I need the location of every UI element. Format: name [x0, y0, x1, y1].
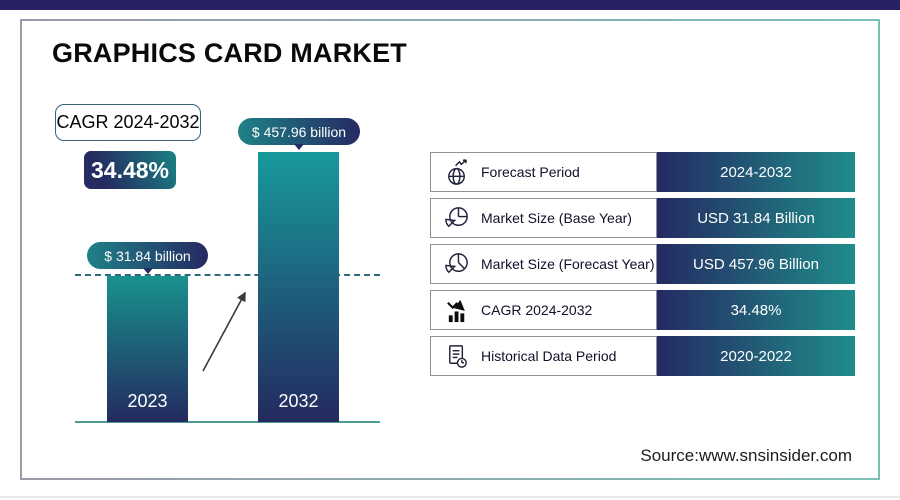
bar-value-label-2032: $ 457.96 billion: [251, 123, 347, 140]
row-label: Market Size (Forecast Year): [481, 256, 655, 272]
bar-2032: 2032: [258, 152, 339, 422]
row-value: 34.48%: [730, 301, 782, 319]
pie-chart-icon: [443, 204, 471, 232]
table-row: CAGR 2024-2032 34.48%: [430, 290, 855, 330]
bar-category-label-2023: 2023: [127, 391, 168, 411]
bar-2023: 2023: [107, 276, 188, 422]
table-label-cell: CAGR 2024-2032: [430, 290, 657, 330]
table-value-cell: 2024-2032: [657, 152, 855, 192]
market-summary-table: Forecast Period 2024-2032 Market Size (B…: [430, 152, 855, 376]
table-value-cell: 2020-2022: [657, 336, 855, 376]
table-value-cell: USD 457.96 Billion: [657, 244, 855, 284]
table-label-cell: Market Size (Forecast Year): [430, 244, 657, 284]
globe-trend-icon: [443, 158, 471, 186]
table-row: Market Size (Base Year) USD 31.84 Billio…: [430, 198, 855, 238]
row-label: CAGR 2024-2032: [481, 302, 593, 318]
pill-pointer: [294, 144, 304, 150]
bottom-hairline: [0, 496, 900, 498]
table-row: Historical Data Period 2020-2022: [430, 336, 855, 376]
document-clock-icon: [443, 342, 471, 370]
table-label-cell: Historical Data Period: [430, 336, 657, 376]
table-label-cell: Market Size (Base Year): [430, 198, 657, 238]
reference-dashed-line: [75, 274, 380, 276]
table-value-cell: 34.48%: [657, 290, 855, 330]
table-value-cell: USD 31.84 Billion: [657, 198, 855, 238]
bar-category-label-2032: 2032: [278, 391, 319, 411]
bar-value-pill-2023: $ 31.84 billion: [87, 242, 208, 274]
bar-chart-growth-icon: [443, 296, 471, 324]
row-label: Historical Data Period: [481, 348, 617, 364]
cagr-label: CAGR 2024-2032: [56, 112, 200, 132]
cagr-value-badge: 34.48%: [84, 151, 176, 189]
table-label-cell: Forecast Period: [430, 152, 657, 192]
bar-value-pill-2032: $ 457.96 billion: [238, 118, 360, 150]
cagr-value: 34.48%: [90, 156, 169, 183]
growth-arrow-icon: [202, 291, 246, 372]
row-label: Market Size (Base Year): [481, 210, 632, 226]
table-row: Market Size (Forecast Year) USD 457.96 B…: [430, 244, 855, 284]
row-value: 2024-2032: [720, 163, 792, 181]
row-value: USD 31.84 Billion: [697, 209, 815, 227]
source-attribution: Source:www.snsinsider.com: [640, 446, 852, 465]
row-value: 2020-2022: [720, 347, 792, 365]
chart-baseline: [75, 421, 380, 423]
page-title: GRAPHICS CARD MARKET: [52, 38, 407, 68]
row-value: USD 457.96 Billion: [693, 255, 819, 273]
cagr-label-box: CAGR 2024-2032: [55, 104, 201, 141]
row-label: Forecast Period: [481, 164, 580, 180]
table-row: Forecast Period 2024-2032: [430, 152, 855, 192]
top-accent-bar: [0, 0, 900, 10]
bar-value-label-2023: $ 31.84 billion: [104, 247, 191, 264]
pill-pointer: [142, 268, 153, 274]
pie-chart-icon: [443, 250, 471, 278]
